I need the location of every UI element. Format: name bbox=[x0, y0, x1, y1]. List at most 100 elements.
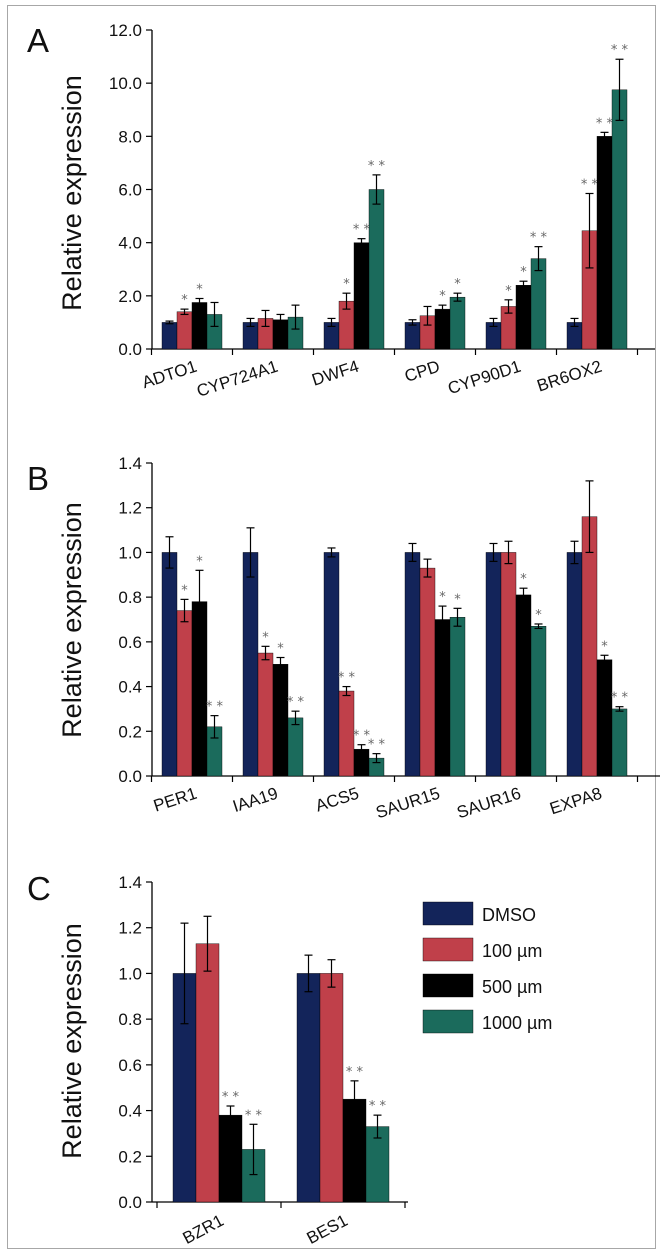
bar-b-5-3 bbox=[611, 708, 628, 777]
bar-a-5-2 bbox=[596, 136, 613, 350]
category-label-b: EXPA8 bbox=[547, 784, 604, 819]
y-tick-label-a: 2.0 bbox=[118, 287, 142, 306]
significance-marker-a: * bbox=[454, 277, 461, 292]
significance-marker-a: * bbox=[181, 293, 188, 308]
bar-a-0-1 bbox=[176, 311, 193, 350]
significance-marker-b: * * bbox=[287, 695, 305, 710]
y-tick-label-a: 6.0 bbox=[118, 181, 142, 200]
category-label-a: CYP90D1 bbox=[445, 357, 523, 398]
category-label-a: ADTO1 bbox=[140, 357, 199, 392]
bar-b-4-0 bbox=[485, 552, 502, 777]
bar-b-5-1 bbox=[581, 516, 598, 777]
bar-b-1-2 bbox=[272, 664, 289, 777]
bar-a-0-2 bbox=[191, 302, 208, 350]
y-axis-label-c: Relative expression bbox=[57, 923, 87, 1159]
significance-marker-c: * * bbox=[245, 1108, 263, 1123]
bar-b-2-0 bbox=[323, 552, 340, 777]
legend-label: 100 µm bbox=[482, 941, 542, 961]
significance-marker-a: * * bbox=[530, 231, 548, 246]
panel-c: C Relative expression 0.0 0.2 0.4 0.6 0.8 1.0… bbox=[27, 870, 408, 1248]
significance-marker-b: * * bbox=[353, 729, 371, 744]
bar-a-3-0 bbox=[404, 322, 421, 350]
y-tick-label-c: 0.4 bbox=[118, 1102, 142, 1121]
panel-letter-c: C bbox=[27, 870, 51, 907]
y-tick-label-b: 0.8 bbox=[118, 588, 142, 607]
category-label-b: PER1 bbox=[151, 784, 199, 816]
bar-a-2-3 bbox=[368, 189, 385, 350]
significance-marker-b: * bbox=[439, 590, 446, 605]
bar-b-5-2 bbox=[596, 659, 613, 777]
significance-marker-a: * bbox=[343, 277, 350, 292]
bar-a-0-0 bbox=[161, 322, 178, 350]
significance-marker-a: * bbox=[439, 289, 446, 304]
category-label-b: SAUR15 bbox=[373, 784, 442, 823]
category-label-b: ACS5 bbox=[313, 784, 361, 816]
significance-marker-a: * bbox=[520, 265, 527, 280]
bar-b-5-0 bbox=[566, 552, 583, 777]
significance-marker-a: * * bbox=[368, 159, 386, 174]
significance-marker-a: * * bbox=[611, 43, 629, 58]
y-tick-label-b: 1.2 bbox=[118, 499, 142, 518]
y-tick-label-b: 1.0 bbox=[118, 543, 142, 562]
panel-letter-b: B bbox=[27, 460, 49, 497]
bar-b-3-1 bbox=[419, 567, 436, 777]
legend-label: DMSO bbox=[482, 905, 536, 925]
significance-marker-a: * bbox=[196, 282, 203, 297]
category-label-b: SAUR16 bbox=[454, 784, 523, 823]
y-tick-label-c: 0.0 bbox=[118, 1193, 142, 1212]
legend-label: 500 µm bbox=[482, 977, 542, 997]
bar-a-3-2 bbox=[434, 308, 451, 350]
y-tick-label-a: 10.0 bbox=[109, 74, 142, 93]
y-tick-label-c: 1.4 bbox=[118, 873, 142, 892]
category-label-c: BES1 bbox=[304, 1211, 351, 1248]
significance-marker-b: * bbox=[454, 592, 461, 607]
significance-marker-b: * bbox=[196, 554, 203, 569]
y-tick-label-c: 0.8 bbox=[118, 1010, 142, 1029]
bar-a-5-3 bbox=[611, 89, 628, 350]
plot-area-c: 0.0 0.2 0.4 0.6 0.8 1.0 1.2 1.4 * * * * BZR1 * * * *… bbox=[118, 873, 408, 1248]
legend-swatch bbox=[422, 1009, 474, 1034]
significance-marker-b: * bbox=[181, 583, 188, 598]
significance-marker-b: * * bbox=[611, 691, 629, 706]
legend-swatch bbox=[422, 901, 474, 926]
y-tick-label-a: 0.0 bbox=[118, 340, 142, 359]
y-tick-label-c: 1.2 bbox=[118, 919, 142, 938]
plot-area-b: 0.0 0.2 0.4 0.6 0.8 1.0 1.2 1.4 * * * * PER1 * * * * IA… bbox=[118, 454, 660, 822]
bar-c-0-1 bbox=[195, 943, 220, 1203]
bar-b-2-1 bbox=[338, 690, 355, 777]
y-axis-label-a: Relative expression bbox=[57, 75, 87, 311]
bar-b-1-0 bbox=[242, 552, 259, 777]
bar-a-2-2 bbox=[353, 242, 370, 350]
category-label-c: BZR1 bbox=[180, 1211, 227, 1248]
y-tick-label-a: 8.0 bbox=[118, 127, 142, 146]
bar-c-1-0 bbox=[296, 973, 321, 1203]
bar-b-4-2 bbox=[515, 594, 532, 777]
y-tick-label-b: 0.6 bbox=[118, 633, 142, 652]
category-label-a: DWF4 bbox=[310, 357, 362, 390]
significance-marker-c: * * bbox=[222, 1090, 240, 1105]
significance-marker-b: * bbox=[520, 572, 527, 587]
category-label-b: IAA19 bbox=[230, 784, 280, 816]
bar-b-3-2 bbox=[434, 619, 451, 777]
y-tick-label-c: 1.0 bbox=[118, 964, 142, 983]
y-tick-label-b: 0.0 bbox=[118, 767, 142, 786]
bar-b-4-3 bbox=[530, 626, 547, 777]
bar-b-1-3 bbox=[287, 717, 304, 777]
y-tick-label-a: 12.0 bbox=[109, 21, 142, 40]
significance-marker-a: * * bbox=[581, 177, 599, 192]
y-tick-label-a: 4.0 bbox=[118, 234, 142, 253]
category-label-a: CPD bbox=[402, 357, 442, 386]
category-label-a: CYP724A1 bbox=[194, 357, 280, 401]
significance-marker-a: * bbox=[505, 284, 512, 299]
bar-a-4-2 bbox=[515, 285, 532, 350]
bar-c-1-1 bbox=[319, 973, 344, 1203]
significance-marker-b: * * bbox=[368, 738, 386, 753]
bar-a-4-3 bbox=[530, 258, 547, 350]
panel-a: A Relative expression 0.0 2.0 4.0 6.0 8.0 10.… bbox=[27, 21, 655, 401]
bar-a-3-3 bbox=[449, 296, 466, 350]
legend-swatch bbox=[422, 937, 474, 962]
legend-label: 1000 µm bbox=[482, 1013, 552, 1033]
bar-b-0-1 bbox=[176, 610, 193, 777]
bar-b-4-1 bbox=[500, 552, 517, 777]
